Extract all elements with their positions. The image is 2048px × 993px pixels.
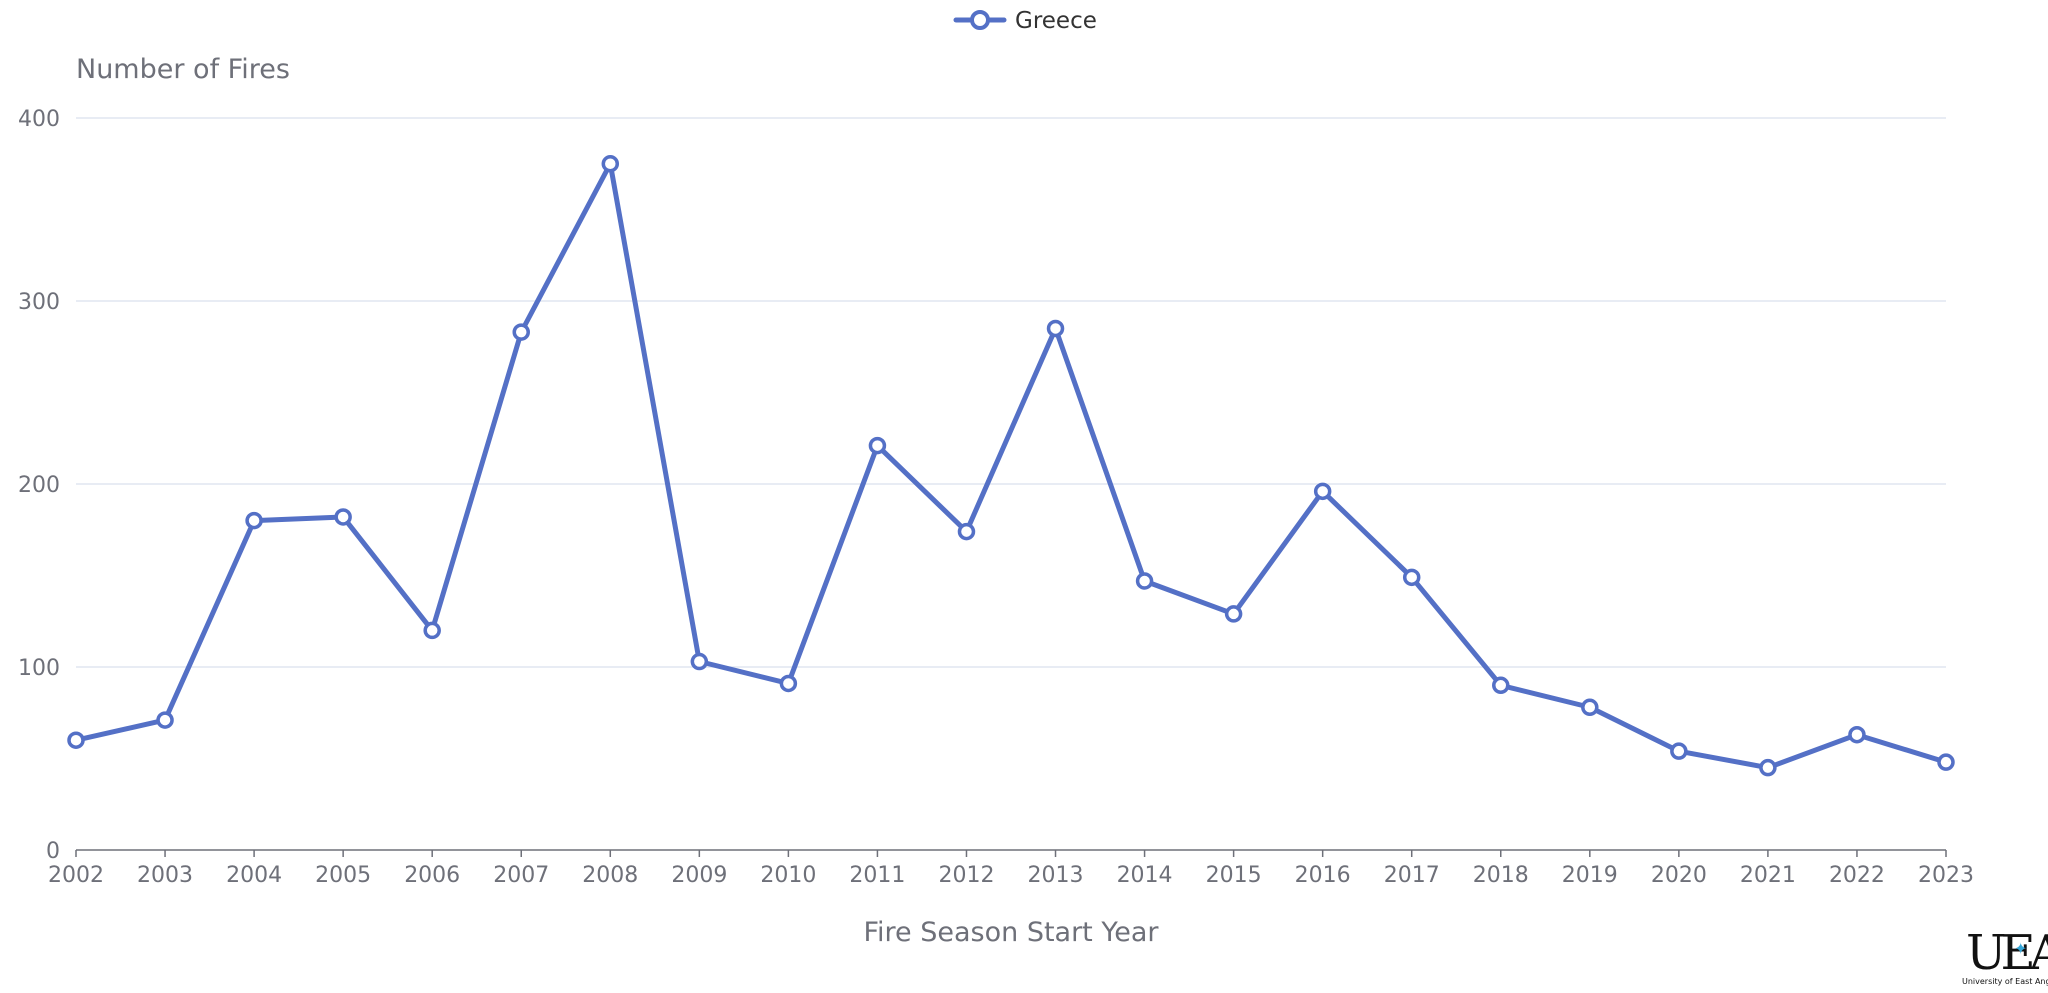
data-point bbox=[67, 731, 85, 749]
y-tick-label: 400 bbox=[18, 107, 60, 132]
y-tick-label: 300 bbox=[18, 290, 60, 315]
data-point bbox=[1937, 753, 1955, 771]
data-point bbox=[1848, 725, 1866, 744]
y-axis-title: Number of Fires bbox=[76, 54, 290, 85]
data-point bbox=[868, 436, 887, 455]
x-tick-label: 2008 bbox=[582, 863, 638, 888]
data-point bbox=[334, 508, 352, 526]
data-point bbox=[1492, 676, 1510, 695]
x-tick-label: 2004 bbox=[226, 863, 282, 888]
x-tick-label: 2007 bbox=[493, 863, 549, 888]
x-axis-title: Fire Season Start Year bbox=[863, 917, 1159, 948]
data-point bbox=[1759, 758, 1777, 777]
x-tick-label: 2022 bbox=[1829, 863, 1885, 888]
y-tick-label: 100 bbox=[18, 656, 60, 681]
legend-marker-icon bbox=[970, 10, 990, 30]
data-point bbox=[690, 652, 709, 671]
data-point bbox=[423, 621, 441, 640]
data-point bbox=[156, 711, 174, 729]
x-tick-label: 2011 bbox=[849, 863, 905, 888]
university-logo: UEA ✦ University of East Anglia bbox=[1958, 927, 2048, 987]
x-tick-label: 2016 bbox=[1295, 863, 1351, 888]
x-tick-label: 2003 bbox=[137, 863, 193, 888]
data-point bbox=[1581, 698, 1599, 717]
x-tick-label: 2002 bbox=[48, 863, 104, 888]
data-point bbox=[1670, 742, 1688, 760]
x-tick-label: 2021 bbox=[1740, 863, 1796, 888]
x-tick-label: 2009 bbox=[671, 863, 727, 888]
data-point bbox=[1135, 572, 1154, 590]
x-tick-label: 2012 bbox=[938, 863, 994, 888]
data-point bbox=[1046, 319, 1065, 338]
x-tick-label: 2006 bbox=[404, 863, 460, 888]
x-tick-label: 2005 bbox=[315, 863, 371, 888]
legend-label: Greece bbox=[1015, 8, 1097, 34]
y-tick-label: 200 bbox=[18, 473, 60, 498]
x-tick-label: 2019 bbox=[1562, 863, 1618, 888]
x-tick-label: 2023 bbox=[1918, 863, 1974, 888]
x-tick-label: 2010 bbox=[760, 863, 816, 888]
x-tick-label: 2014 bbox=[1117, 863, 1173, 888]
data-point bbox=[1402, 568, 1421, 587]
logo-star-icon: ✦ bbox=[2014, 939, 2028, 958]
x-tick-label: 2013 bbox=[1028, 863, 1084, 888]
data-point bbox=[957, 522, 976, 541]
x-tick-label: 2015 bbox=[1206, 863, 1262, 888]
uea-logo-mark: UEA bbox=[1966, 927, 2048, 981]
x-tick-label: 2020 bbox=[1651, 863, 1707, 888]
data-point bbox=[779, 674, 798, 693]
data-point bbox=[601, 155, 620, 173]
series-line-greece bbox=[73, 161, 1949, 771]
logo-subtitle: University of East Anglia bbox=[1962, 977, 2048, 986]
x-tick-label: 2018 bbox=[1473, 863, 1529, 888]
x-tick-label: 2017 bbox=[1384, 863, 1440, 888]
data-point bbox=[245, 511, 263, 530]
y-tick-label: 0 bbox=[46, 839, 60, 864]
data-point bbox=[1313, 482, 1332, 501]
data-point bbox=[512, 323, 530, 341]
data-point bbox=[1224, 605, 1243, 623]
